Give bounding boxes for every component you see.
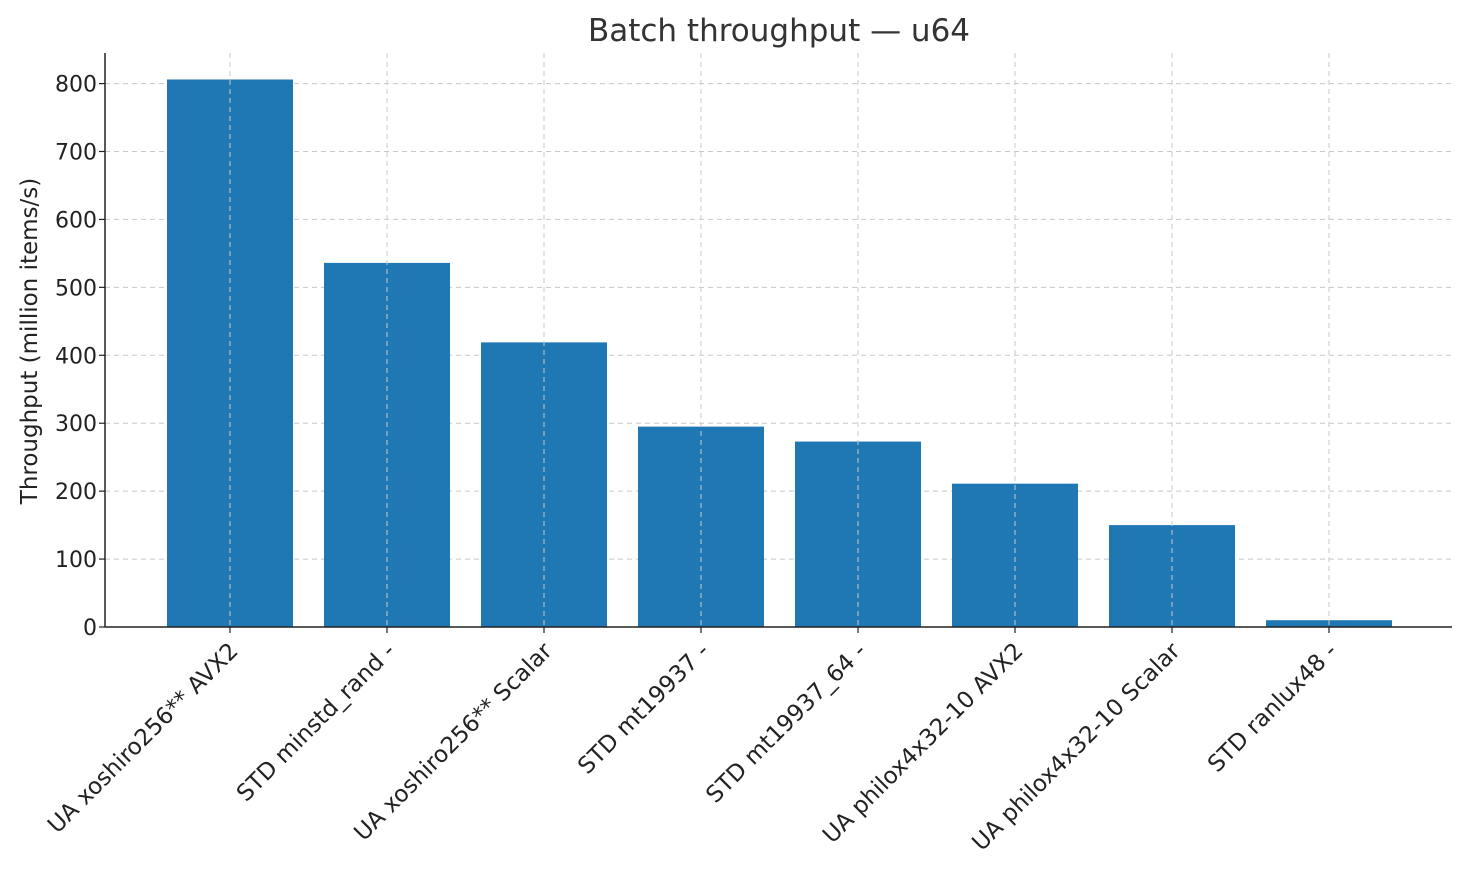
x-tick-label: STD mt19937_64 - — [701, 638, 871, 808]
y-tick-label: 400 — [55, 344, 97, 369]
x-tick-label: UA xoshiro256** AVX2 — [43, 638, 243, 838]
y-tick-label: 800 — [55, 73, 97, 98]
grid-layer — [105, 53, 1452, 627]
y-tick-label: 300 — [55, 412, 97, 437]
y-axis-label: Throughput (million items/s) — [17, 178, 43, 505]
chart-title: Batch throughput — u64 — [588, 13, 970, 49]
x-tick-label: STD minstd_rand - — [232, 638, 401, 807]
y-tick-label: 700 — [55, 140, 97, 165]
x-tick-label: STD mt19937 - — [573, 638, 714, 779]
x-tick-label: STD ranlux48 - — [1203, 638, 1342, 777]
y-tick-label: 200 — [55, 480, 97, 505]
y-tick-label: 100 — [55, 548, 97, 573]
y-tick-label: 500 — [55, 276, 97, 301]
y-tick-label: 0 — [83, 616, 97, 641]
y-tick-label: 600 — [55, 208, 97, 233]
bars-layer — [167, 53, 1392, 627]
axes-layer — [104, 53, 1452, 628]
